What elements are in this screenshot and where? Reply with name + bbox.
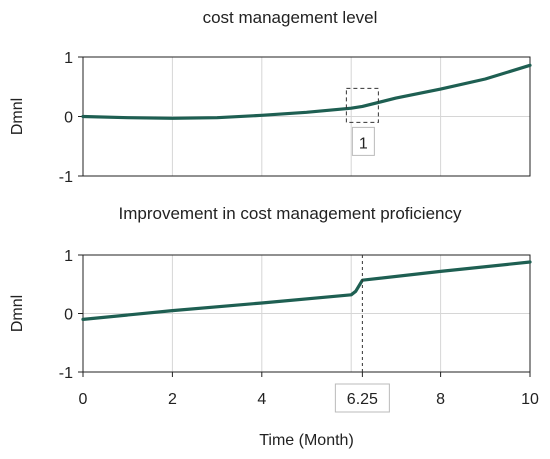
chart-title: Improvement in cost management proficien… [119,204,462,223]
chart-title: cost management level [203,8,378,27]
y-tick-label: 1 [64,248,73,265]
y-tick-label: 0 [64,307,73,324]
x-tick-label: 4 [257,391,266,408]
y-tick-label: 1 [64,50,73,67]
chart-panel-1: cost management level 1 0 -1 Dmnl 1 [9,8,532,186]
annotation-label-box [351,126,375,156]
x-tick-label: 6.25 [347,391,378,408]
x-tick-label: 0 [79,391,88,408]
x-tick-label: 10 [521,391,539,408]
series-line [81,63,532,120]
y-tick-label: -1 [59,169,73,186]
y-tick-label: 0 [64,110,73,127]
annotation-label: 1 [359,135,368,152]
y-tick-label: -1 [59,365,73,382]
x-axis-label: Time (Month) [259,432,354,449]
y-axis-label: Dmnl [9,98,26,135]
highlight-tick-box [334,383,390,413]
annotation-dashed-box [345,87,379,123]
x-tick-label: 2 [168,391,177,408]
y-axis-label: Dmnl [9,295,26,332]
x-tick-label: 8 [436,391,445,408]
series-line [81,260,532,321]
chart-panel-2: Improvement in cost management proficien… [9,204,539,449]
